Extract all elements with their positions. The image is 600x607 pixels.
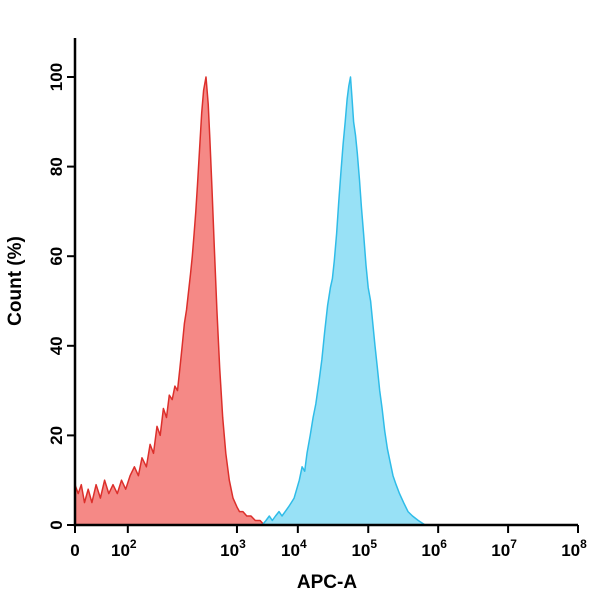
y-tick-label: 40 (47, 336, 66, 355)
x-axis-title: APC-A (297, 572, 357, 593)
y-tick-label: 20 (47, 426, 66, 445)
series-layer (74, 76, 426, 526)
x-tick-label: 103 (220, 537, 246, 560)
cyan-population-area (261, 76, 426, 526)
axis-layer: 0 102 103 104 105 106 107 108 0 20 40 60 80 100 (47, 38, 587, 560)
red-population-area (74, 76, 265, 526)
x-tick-label: 104 (281, 537, 307, 560)
y-axis-title: Count (%) (5, 236, 26, 326)
x-tick-label: 107 (491, 537, 517, 560)
x-tick-label: 102 (111, 537, 137, 560)
y-tick-label: 80 (47, 157, 66, 176)
x-tick-label: 106 (421, 537, 447, 560)
x-tick-label: 105 (351, 537, 377, 560)
y-tick-label: 60 (47, 247, 66, 266)
x-tick-label: 108 (561, 537, 587, 560)
y-tick-label: 100 (47, 63, 66, 91)
x-tick-label: 0 (70, 541, 79, 560)
y-tick-label: 0 (47, 520, 66, 529)
